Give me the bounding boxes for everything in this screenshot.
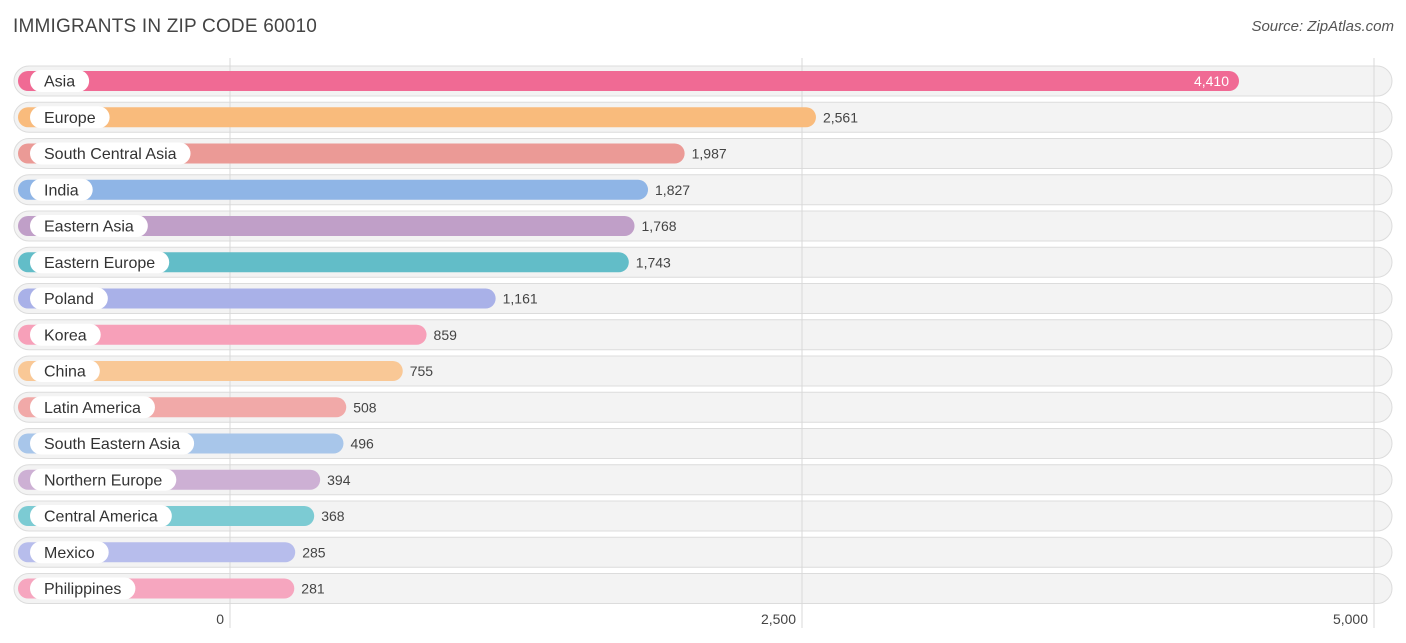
row-background [13, 391, 1393, 423]
category-label: China [44, 364, 86, 381]
category-label: Northern Europe [44, 472, 162, 489]
x-tick-label: 0 [216, 611, 224, 627]
x-axis-ticks: 0 2,500 5,000 [216, 611, 1368, 627]
category-label: Philippines [44, 581, 121, 598]
value-label: 285 [302, 544, 326, 560]
value-label: 1,768 [642, 218, 677, 234]
value-label: 1,161 [503, 291, 538, 307]
value-label: 755 [410, 363, 434, 379]
category-label-pill [30, 178, 93, 201]
value-label: 4,410 [1194, 73, 1229, 89]
value-label: 368 [321, 508, 345, 524]
category-label: South Central Asia [44, 146, 177, 163]
category-label: Korea [44, 327, 87, 344]
row-background [13, 536, 1393, 568]
category-label-pill [30, 505, 172, 527]
category-label: Europe [44, 110, 96, 127]
category-label: Central America [44, 509, 158, 526]
value-label: 1,987 [692, 146, 727, 162]
category-label-pill [30, 468, 177, 491]
value-label: 508 [353, 399, 377, 415]
row-background [13, 464, 1393, 496]
value-label: 394 [327, 472, 351, 488]
category-label: Eastern Asia [44, 219, 134, 236]
category-label: India [44, 182, 79, 199]
row-background [13, 573, 1393, 604]
bar-europe [18, 107, 816, 128]
value-label: 1,743 [636, 254, 671, 270]
chart-title: IMMIGRANTS IN ZIP CODE 60010 [13, 16, 318, 37]
category-label-pill [30, 142, 191, 165]
category-label-pill [30, 215, 148, 237]
category-label: Asia [44, 74, 75, 91]
category-label-pill [30, 432, 195, 455]
value-label: 2,561 [823, 109, 858, 125]
category-label-pill [30, 106, 110, 129]
category-label-pill [30, 251, 170, 274]
value-label: 859 [434, 327, 458, 343]
value-label: 496 [350, 436, 374, 452]
category-label-pill [30, 541, 109, 564]
category-label-pill [30, 360, 100, 382]
bar-eastern-asia [18, 216, 635, 236]
category-label: Eastern Europe [44, 255, 155, 272]
bars: Asia 4,410 Europe 2,561 South Central Asia 1,… [18, 70, 1240, 600]
category-label-pill [30, 323, 101, 346]
category-label-pill [30, 70, 90, 92]
category-label: Latin America [44, 400, 141, 417]
x-tick-label: 5,000 [1333, 611, 1368, 627]
value-label: 1,827 [655, 182, 690, 198]
category-label-pill [30, 287, 108, 310]
bar-asia [18, 71, 1240, 91]
bar-eastern-europe [18, 252, 629, 273]
value-label: 281 [301, 581, 325, 597]
category-label: South Eastern Asia [44, 436, 180, 453]
bar-china [18, 361, 403, 381]
bar-india [18, 179, 649, 200]
category-label: Poland [44, 291, 94, 308]
source-label: Source: ZipAtlas.com [1251, 18, 1394, 35]
category-label: Mexico [44, 545, 95, 562]
row-background [13, 428, 1393, 459]
bar-poland [18, 288, 496, 309]
category-label-pill [30, 577, 136, 600]
category-label-pill [30, 396, 155, 419]
bar-korea [18, 324, 427, 345]
row-background [13, 500, 1393, 532]
x-tick-label: 2,500 [761, 611, 796, 627]
